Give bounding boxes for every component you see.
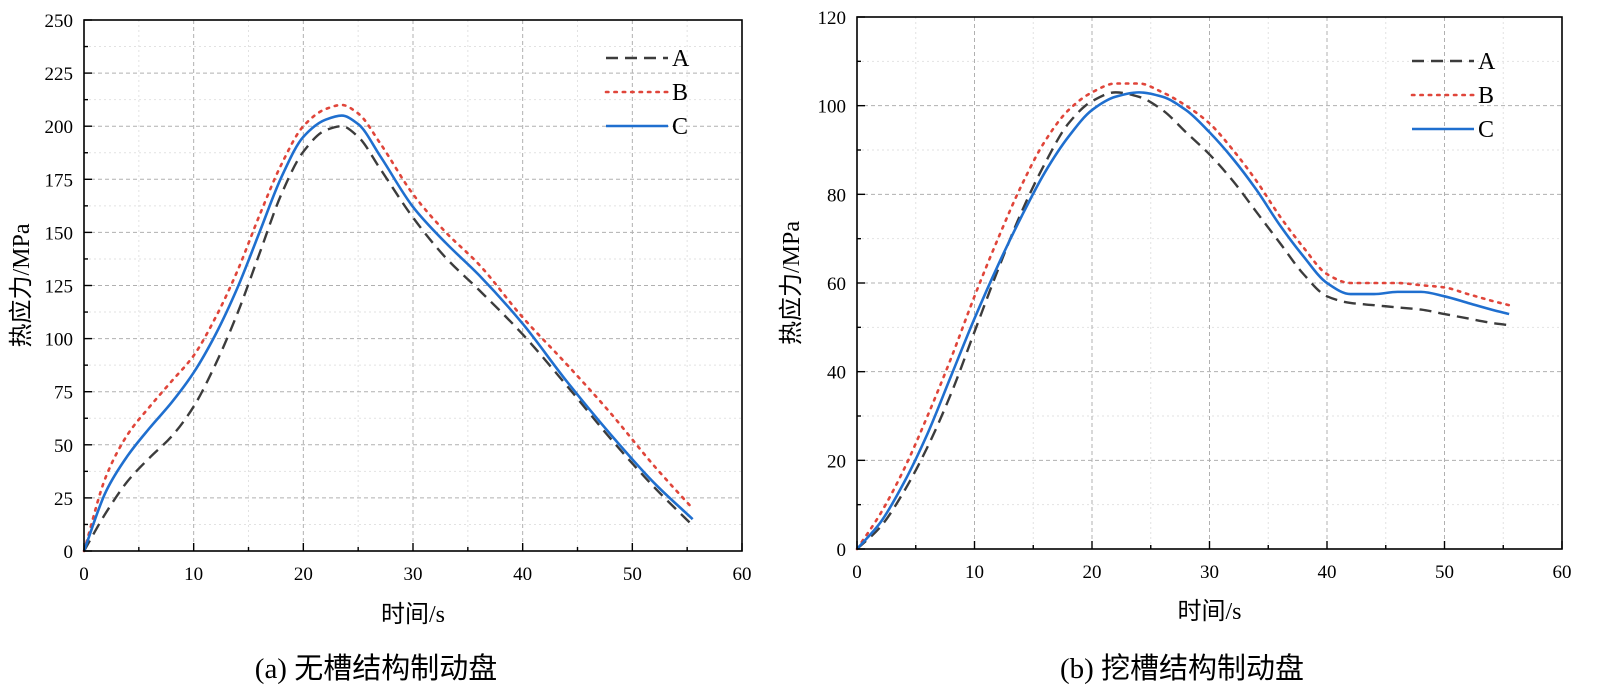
x-axis-title: 时间/s [381,601,445,628]
ticks-b [856,16,1563,550]
legend-label-b: B [1478,83,1494,109]
series-line-a [82,125,694,552]
series-group-b [855,82,1511,551]
series-line-a [856,91,1510,550]
series-group-a [82,103,694,553]
ticks-a [83,19,743,552]
chart-panel-a: 0 10 20 30 40 50 60 0 25 50 75 100 125 150 175 200 225 25… [8,11,752,685]
chart-panel-b: 0 10 20 30 40 50 60 0 20 40 60 80 100 120 时间/s 热应力/MPa A… [778,8,1572,685]
grid-b [857,17,1562,549]
x-tick-label: 30 [1200,562,1219,583]
x-tick-label: 10 [965,562,984,583]
y-tick-label: 225 [45,64,74,85]
y-tick-label: 75 [54,383,73,404]
y-tick-label: 250 [45,11,74,32]
y-tick-label: 100 [818,97,847,118]
legend: ABC [604,46,690,140]
legend: ABC [1410,49,1496,143]
x-tick-label: 50 [623,564,642,585]
legend-label-c: C [672,114,688,140]
x-tick-label: 30 [404,564,423,585]
x-tick-label: 40 [513,564,532,585]
y-tick-label: 175 [45,170,74,191]
x-tick-label: 40 [1318,562,1337,583]
grid-a [84,20,742,551]
legend-label-a: A [1478,49,1496,75]
y-tick-label: 20 [827,451,846,472]
y-tick-label: 25 [54,489,73,510]
x-tick-label: 0 [79,564,89,585]
y-tick-label: 120 [818,8,847,29]
x-axis-title: 时间/s [1177,598,1241,625]
y-tick-label: 100 [45,330,74,351]
x-tick-label: 50 [1435,562,1454,583]
x-tick-label: 60 [733,564,752,585]
y-tick-label: 150 [45,223,74,244]
legend-label-b: B [672,80,688,106]
x-tick-label: 20 [1083,562,1102,583]
series-line-b [855,82,1511,551]
y-tick-label: 80 [827,185,846,206]
figure-caption: (b) 挖槽结构制动盘 [1060,652,1304,685]
y-tick-label: 200 [45,117,74,138]
y-tick-label: 40 [827,363,846,384]
y-tick-label: 50 [54,436,73,457]
y-tick-label: 60 [827,274,846,295]
x-tick-label: 0 [852,562,862,583]
y-tick-label: 0 [837,540,847,561]
series-line-c [82,114,694,552]
x-tick-label: 20 [294,564,313,585]
y-axis-title: 热应力/MPa [778,221,805,345]
series-line-b [82,103,694,553]
legend-label-a: A [672,46,690,72]
series-line-c [856,91,1510,550]
figure-caption: (a) 无槽结构制动盘 [255,652,497,685]
y-tick-label: 125 [45,277,74,298]
y-tick-label: 0 [64,542,74,563]
x-tick-label: 60 [1553,562,1572,583]
legend-label-c: C [1478,117,1494,143]
y-axis-title: 热应力/MPa [8,223,35,347]
x-tick-label: 10 [184,564,203,585]
